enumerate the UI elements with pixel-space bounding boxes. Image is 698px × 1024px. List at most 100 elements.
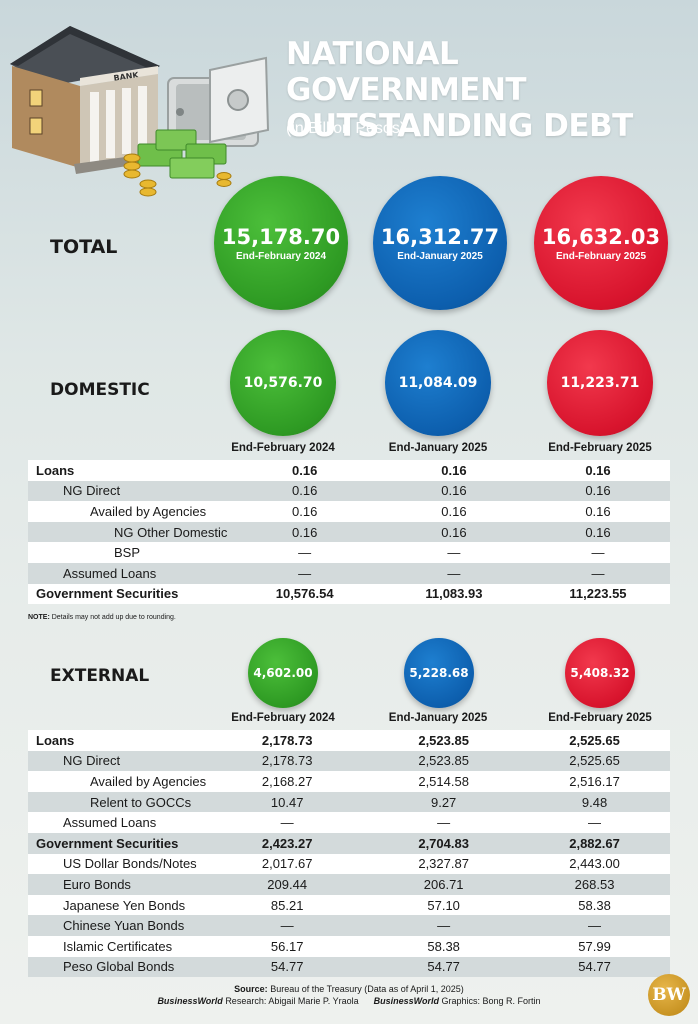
- row-value-col-3: 2,525.65: [519, 750, 670, 772]
- domestic-value-feb-2024: 10,576.70: [243, 375, 323, 391]
- cell-value: 54.77: [270, 959, 304, 975]
- cell-value: —: [437, 918, 451, 934]
- cell-value: 10.47: [270, 794, 304, 810]
- row-value-col-1: 0.16: [227, 460, 382, 481]
- cell-value: 0.16: [292, 483, 318, 499]
- row-value-col-2: 0.16: [381, 480, 526, 502]
- money-stacks-icon: [123, 129, 232, 197]
- infographic-title: NATIONAL GOVERNMENT OUTSTANDING DEBT: [286, 36, 633, 144]
- row-value-col-1: 54.77: [206, 956, 369, 978]
- external-value-feb-2024: 4,602.00: [253, 666, 313, 680]
- cell-value: 0.16: [441, 462, 467, 478]
- cell-value: 2,178.73: [261, 753, 313, 769]
- row-value-col-2: —: [368, 915, 520, 936]
- table-row: Loans 0.16 0.16 0.16: [28, 460, 670, 481]
- table-row: Government Securities 2,423.27 2,704.83 2,8…: [28, 832, 670, 854]
- external-label: EXTERNAL: [50, 666, 150, 686]
- row-label: Loans: [28, 460, 228, 481]
- row-value-col-1: —: [206, 915, 369, 936]
- cell-value: 0.16: [292, 462, 318, 478]
- cell-value: 0.16: [585, 462, 611, 478]
- table-row: NG Direct 0.16 0.16 0.16: [28, 480, 670, 502]
- infographic-subtitle: (in Billion Pesos): [286, 120, 406, 137]
- table-row: Islamic Certificates 56.17 58.38 57.99: [28, 935, 670, 957]
- row-value-col-1: 0.16: [227, 501, 382, 522]
- row-value-col-1: 10,576.54: [227, 583, 382, 605]
- cell-value: —: [591, 545, 605, 561]
- external-circle-jan-2025: 5,228.68: [404, 638, 474, 708]
- external-col-header-2: End-January 2025: [388, 712, 488, 724]
- cell-value: —: [280, 815, 294, 831]
- row-value-col-2: 11,083.93: [381, 583, 526, 605]
- row-value-col-2: 0.16: [381, 501, 526, 522]
- cell-value: 0.16: [585, 503, 611, 519]
- row-value-col-2: 206.71: [368, 874, 520, 895]
- table-row: Relent to GOCCs 10.47 9.27 9.48: [28, 791, 670, 813]
- credits-line: BusinessWorld Research: Abigail Marie P.…: [0, 996, 698, 1006]
- cell-value: 58.38: [427, 938, 460, 954]
- total-circle-feb-2025: 16,632.03 End-February 2025: [534, 176, 668, 310]
- total-value-feb-2025: 16,632.03: [541, 224, 661, 249]
- total-period-jan-2025: End-January 2025: [397, 250, 483, 262]
- row-label: Loans: [28, 730, 207, 751]
- cell-value: 0.16: [441, 524, 467, 540]
- table-row: Japanese Yen Bonds 85.21 57.10 58.38: [28, 894, 670, 916]
- row-value-col-1: —: [206, 812, 369, 833]
- row-value-col-2: 2,523.85: [368, 730, 520, 751]
- domestic-value-feb-2025: 11,223.71: [560, 375, 640, 391]
- total-period-feb-2025: End-February 2025: [555, 250, 647, 262]
- row-value-col-3: 0.16: [525, 501, 670, 522]
- total-value-jan-2025: 16,312.77: [380, 224, 500, 249]
- cell-value: 9.48: [581, 794, 608, 810]
- source-text: Bureau of the Treasury (Data as of April…: [270, 984, 464, 994]
- row-label: Peso Global Bonds: [28, 956, 207, 978]
- row-label: Assumed Loans: [28, 562, 228, 584]
- row-value-col-1: 85.21: [206, 894, 369, 916]
- cell-value: —: [588, 918, 602, 934]
- cell-value: —: [298, 565, 312, 581]
- cell-value: 2,443.00: [569, 856, 620, 872]
- cell-value: 0.16: [441, 483, 467, 499]
- row-label: Relent to GOCCs: [28, 791, 207, 813]
- row-value-col-2: 58.38: [368, 935, 520, 957]
- cell-value: 2,516.17: [569, 773, 620, 789]
- table-row: Chinese Yuan Bonds — — —: [28, 915, 670, 936]
- research-label: Research:: [225, 996, 267, 1006]
- row-label: US Dollar Bonds/Notes: [28, 853, 207, 875]
- table-row: Assumed Loans — — —: [28, 562, 670, 584]
- row-value-col-1: 2,178.73: [206, 730, 369, 751]
- external-circle-feb-2025: 5,408.32: [565, 638, 635, 708]
- cell-value: 0.16: [292, 503, 318, 519]
- table-row: Availed by Agencies 2,168.27 2,514.58 2,516…: [28, 771, 670, 792]
- table-row: Peso Global Bonds 54.77 54.77 54.77: [28, 956, 670, 978]
- row-value-col-1: 0.16: [227, 521, 382, 543]
- table-row: Assumed Loans — — —: [28, 812, 670, 833]
- row-value-col-2: 0.16: [381, 460, 526, 481]
- row-label: Government Securities: [28, 583, 228, 605]
- table-row: BSP — — —: [28, 542, 670, 563]
- cell-value: 2,178.73: [261, 732, 313, 748]
- row-value-col-3: 0.16: [525, 460, 670, 481]
- row-value-col-1: 209.44: [206, 874, 369, 895]
- cell-value: —: [591, 565, 605, 581]
- domestic-label: DOMESTIC: [50, 380, 150, 400]
- cell-value: —: [588, 815, 602, 831]
- cell-value: 54.77: [578, 959, 611, 975]
- cell-value: 2,514.58: [418, 773, 469, 789]
- external-col-header-3: End-February 2025: [548, 712, 652, 724]
- note-text: Details may not add up due to rounding.: [51, 614, 176, 621]
- table-row: NG Direct 2,178.73 2,523.85 2,525.65: [28, 750, 670, 772]
- row-value-col-3: 268.53: [519, 874, 670, 895]
- row-value-col-2: 0.16: [381, 521, 526, 543]
- row-label: NG Direct: [28, 750, 207, 772]
- row-value-col-3: 2,525.65: [519, 730, 670, 751]
- row-value-col-1: 56.17: [206, 935, 369, 957]
- row-label: Assumed Loans: [28, 812, 207, 833]
- row-label: Chinese Yuan Bonds: [28, 915, 207, 936]
- cell-value: 206.71: [423, 876, 464, 892]
- cell-value: 56.17: [270, 938, 304, 954]
- cell-value: 2,525.65: [569, 753, 620, 769]
- total-period-feb-2024: End-February 2024: [235, 250, 327, 262]
- source-line: Source: Bureau of the Treasury (Data as …: [0, 984, 698, 994]
- row-value-col-1: 2,178.73: [206, 750, 369, 772]
